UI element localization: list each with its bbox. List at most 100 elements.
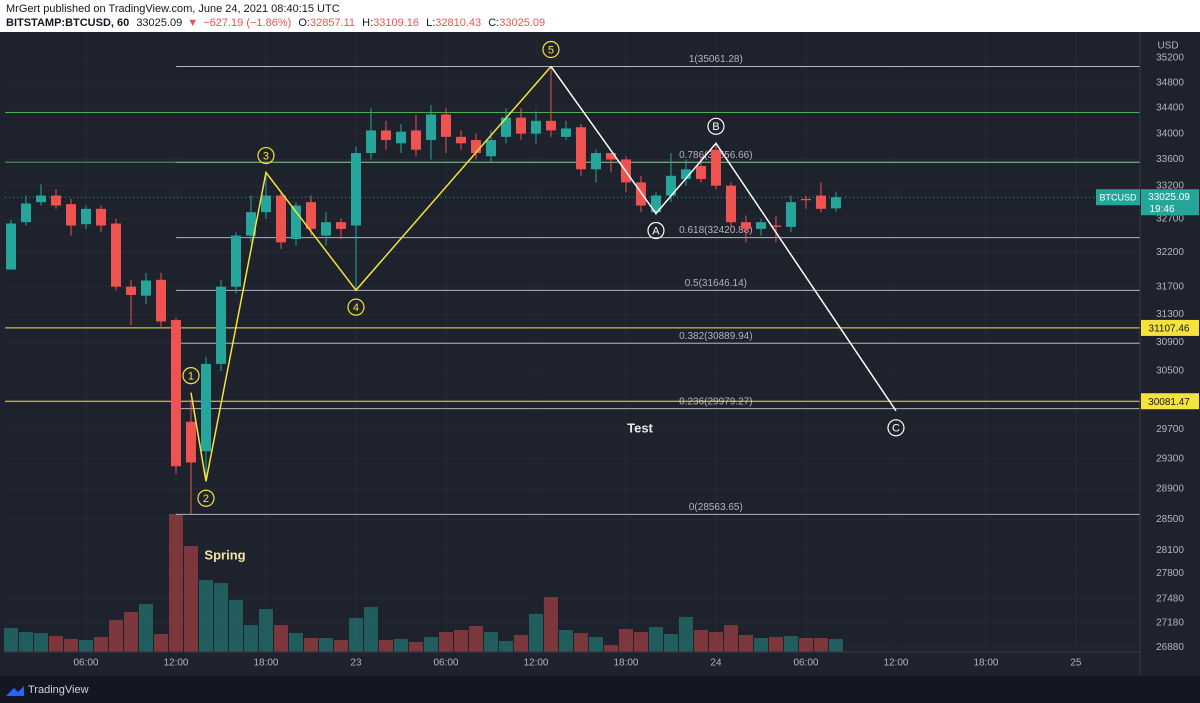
y-tick-label: 30500 [1156, 366, 1184, 377]
candle-body [785, 202, 796, 227]
y-tick-label: 29300 [1156, 453, 1184, 464]
candle-body [740, 222, 751, 229]
volume-bar [663, 634, 678, 652]
candle-body [725, 185, 736, 223]
candle-body [5, 223, 16, 270]
fib-label: 0.618(32420.88) [679, 225, 752, 236]
candle-body [545, 120, 556, 131]
wave-label-circle [707, 117, 725, 135]
y-tick-label: 32200 [1156, 247, 1184, 258]
volume-bar [303, 638, 318, 652]
candle-body [50, 195, 61, 206]
brand: TradingView [28, 684, 89, 696]
candle-body [305, 202, 316, 229]
volume-bar [483, 632, 498, 652]
volume-bar [723, 625, 738, 652]
y-tick-label: 28900 [1156, 483, 1184, 494]
symbol-tag-label: BTCUSD [1099, 193, 1137, 203]
volume-bar [708, 632, 723, 652]
candle-body [125, 286, 136, 295]
arrow: ▼ [187, 17, 198, 29]
y-tick-label: 34800 [1156, 77, 1184, 88]
volume-bar [48, 636, 63, 652]
candle-body [665, 175, 676, 196]
volume-bar [423, 637, 438, 652]
candle-body [425, 114, 436, 141]
candle-body [320, 222, 331, 236]
candle-body [290, 205, 301, 239]
last: 33025.09 [136, 17, 182, 29]
volume-bar [348, 618, 363, 652]
candle-body [500, 117, 511, 137]
candle-body [350, 153, 361, 226]
symbol: BITSTAMP:BTCUSD, 60 [6, 17, 129, 29]
x-tick-label: 12:00 [163, 658, 188, 669]
annotation: Spring [204, 547, 245, 562]
volume-bar [603, 645, 618, 652]
candle-body [155, 279, 166, 322]
candle-body [530, 120, 541, 134]
annotation: Test [627, 420, 653, 435]
volume-bar [78, 640, 93, 652]
volume-bar [648, 627, 663, 652]
wave-label: 1 [188, 371, 194, 383]
candle-body [245, 212, 256, 236]
volume-bar [588, 637, 603, 652]
change: −627.19 (−1.86%) [203, 17, 291, 29]
price-tag-time: 19:46 [1149, 204, 1174, 215]
chart-background [0, 32, 1200, 676]
volume-bar [498, 641, 513, 652]
candle-body [335, 222, 346, 229]
y-tick-label: 28500 [1156, 514, 1184, 525]
volume-bar [573, 633, 588, 652]
wave-label-circle [182, 367, 200, 385]
volume-bar [378, 640, 393, 652]
x-tick-label: 18:00 [253, 658, 278, 669]
x-tick-label: 06:00 [73, 658, 98, 669]
fib-label: 1(35061.28) [689, 54, 743, 65]
price-tag-label: 33025.09 [1148, 192, 1190, 203]
y-tick-label: 27800 [1156, 568, 1184, 579]
volume-bar [768, 637, 783, 652]
candle-body [485, 140, 496, 157]
volume-bar [273, 625, 288, 652]
wave-label: 3 [263, 150, 269, 162]
wave-line [550, 66, 897, 412]
y-tick-label: 26880 [1156, 642, 1184, 653]
fib-label: 0(28563.65) [689, 502, 743, 513]
candle-body [830, 197, 841, 209]
wave-line [190, 65, 552, 482]
candle-body [560, 128, 571, 137]
candle-body [395, 131, 406, 144]
candle-body [140, 280, 151, 296]
candle-body [65, 204, 76, 226]
candle-body [440, 114, 451, 137]
wave-label-circle [257, 146, 275, 165]
candle-body [635, 182, 646, 206]
symbol-tag [1096, 189, 1140, 206]
volume-bar [558, 630, 573, 652]
volume-bar [93, 637, 108, 652]
volume-bar [363, 607, 378, 652]
fib-label: 0.382(30889.94) [679, 331, 752, 342]
candle-body [35, 195, 46, 203]
candle-body [365, 130, 376, 154]
volume-bar [318, 638, 333, 652]
price-tag [1141, 393, 1199, 410]
candle-body [260, 195, 271, 213]
wave-label: B [712, 121, 719, 133]
volume-bar [258, 609, 273, 652]
plot: 1(35061.28)0.786(33556.66)0.618(32420.88… [3, 32, 1200, 675]
volume-bar [453, 630, 468, 652]
logo: TradingView [6, 684, 89, 696]
volume-bar [678, 617, 693, 652]
price-tag [1141, 189, 1199, 216]
volume-bar [798, 638, 813, 652]
volume-bar [618, 629, 633, 652]
volume-bar [108, 620, 123, 652]
volume-bar [183, 546, 198, 652]
candle-body [80, 208, 91, 225]
price-tag [1141, 319, 1199, 336]
ohlc-label: C: [488, 17, 499, 29]
